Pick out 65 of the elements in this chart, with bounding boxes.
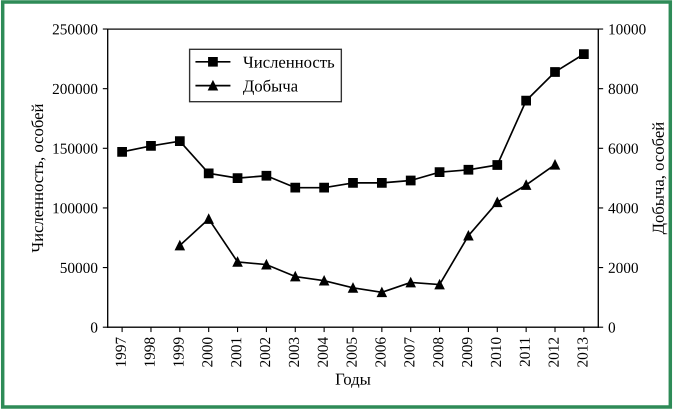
point — [406, 278, 416, 288]
point — [117, 147, 127, 157]
x-tick-label: 2002 — [260, 338, 270, 367]
legend-label: Добыча — [243, 80, 298, 95]
x-tick-label: 1997 — [116, 337, 126, 366]
x-tick-label: 2013 — [577, 338, 588, 367]
x-tick-label: 2005 — [346, 338, 357, 367]
x-axis-title: Годы — [336, 374, 370, 388]
x-tick-label: 1999 — [173, 338, 184, 366]
y2-tick-label: 2000 — [608, 262, 638, 274]
point — [174, 136, 185, 146]
x-tick-label: 1998 — [144, 338, 155, 366]
point — [464, 230, 474, 241]
y2-tick-label: 6000 — [608, 143, 638, 154]
point — [232, 173, 242, 183]
y2-axis-title: Добыча, особей — [652, 122, 668, 234]
legend-label: Численность — [243, 56, 334, 68]
point — [550, 160, 560, 170]
y-tick-label: 250000 — [52, 24, 98, 34]
x-tick-label: 2012 — [548, 338, 559, 367]
point — [204, 168, 214, 178]
y-tick-label: 0 — [90, 322, 98, 333]
x-tick-label: 2004 — [318, 337, 328, 367]
point — [376, 287, 387, 298]
point — [406, 176, 416, 186]
y-tick-label: 100000 — [53, 203, 98, 214]
point — [492, 160, 502, 170]
x-tick-label: 2011 — [520, 338, 530, 366]
point — [521, 180, 532, 190]
point — [262, 170, 272, 181]
x-tick-label: 2008 — [433, 338, 444, 367]
y2-tick-label: 4000 — [608, 203, 638, 214]
x-tick-label: 2009 — [462, 338, 472, 367]
x-tick-label: 2001 — [231, 338, 242, 367]
point — [262, 260, 272, 270]
y2-tick-label: 10000 — [609, 24, 646, 34]
point — [492, 197, 502, 208]
point — [290, 182, 300, 193]
y-tick-label: 150000 — [53, 143, 98, 154]
point — [348, 178, 358, 188]
x-tick-label: 2003 — [288, 338, 300, 367]
point — [319, 182, 329, 193]
point — [348, 282, 358, 293]
x-tick-label: 2007 — [404, 337, 415, 367]
x-tick-label: 2010 — [490, 338, 502, 367]
point — [232, 257, 242, 267]
point — [464, 164, 474, 175]
point — [579, 49, 589, 59]
point — [376, 178, 387, 188]
point — [550, 67, 560, 77]
x-tick-label: 2006 — [375, 337, 386, 367]
y-tick-label: 200000 — [52, 84, 98, 94]
point — [204, 214, 214, 224]
y-axis-title: Численность, особей — [31, 104, 46, 253]
y-tick-label: 50000 — [60, 262, 98, 274]
x-tick-label: 2000 — [202, 338, 213, 367]
point — [434, 167, 444, 178]
point — [521, 96, 532, 106]
point — [146, 141, 156, 151]
point — [290, 272, 300, 282]
point — [434, 280, 444, 290]
y2-tick-label: 8000 — [608, 84, 638, 94]
point — [319, 276, 329, 286]
y2-tick-label: 0 — [608, 322, 616, 333]
point — [174, 240, 185, 250]
